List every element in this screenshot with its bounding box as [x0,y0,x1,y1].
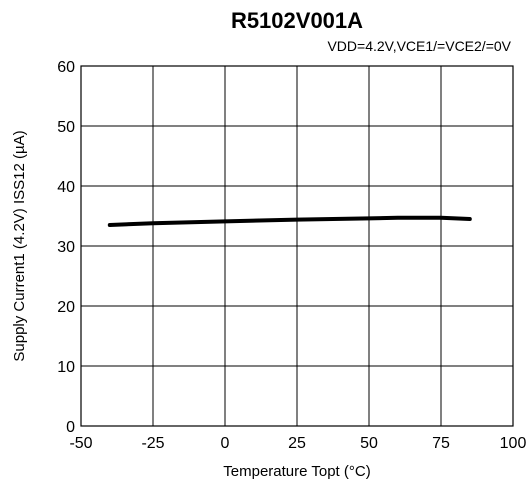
x-tick-label: 100 [500,435,527,452]
y-tick-label: 0 [66,419,75,436]
chart-condition: VDD=4.2V,VCE1/=VCE2/=0V [327,38,511,54]
series-line [107,215,472,227]
x-axis-label: Temperature Topt (°C) [223,463,370,480]
y-tick-label: 20 [57,299,75,316]
y-axis-label: Supply Current1 (4.2V) ISS12 (µA) [11,130,28,361]
y-tick-label: 10 [57,359,75,376]
chart-title: R5102V001A [231,8,363,33]
y-tick-labels: 0 10 20 30 40 50 60 [57,59,75,436]
y-tick-label: 30 [57,239,75,256]
x-tick-label: 50 [360,435,378,452]
x-tick-label: 0 [221,435,230,452]
plot-frame [80,65,514,427]
x-tick-label: -25 [141,435,164,452]
y-tick-label: 40 [57,179,75,196]
y-tick-label: 50 [57,119,75,136]
x-tick-label: 25 [288,435,306,452]
y-tick-label: 60 [57,59,75,76]
series-group [107,215,472,227]
grid [80,65,514,427]
x-tick-label: -50 [69,435,92,452]
x-tick-labels: -50 -25 0 25 50 75 100 [69,435,526,452]
x-tick-label: 75 [432,435,450,452]
